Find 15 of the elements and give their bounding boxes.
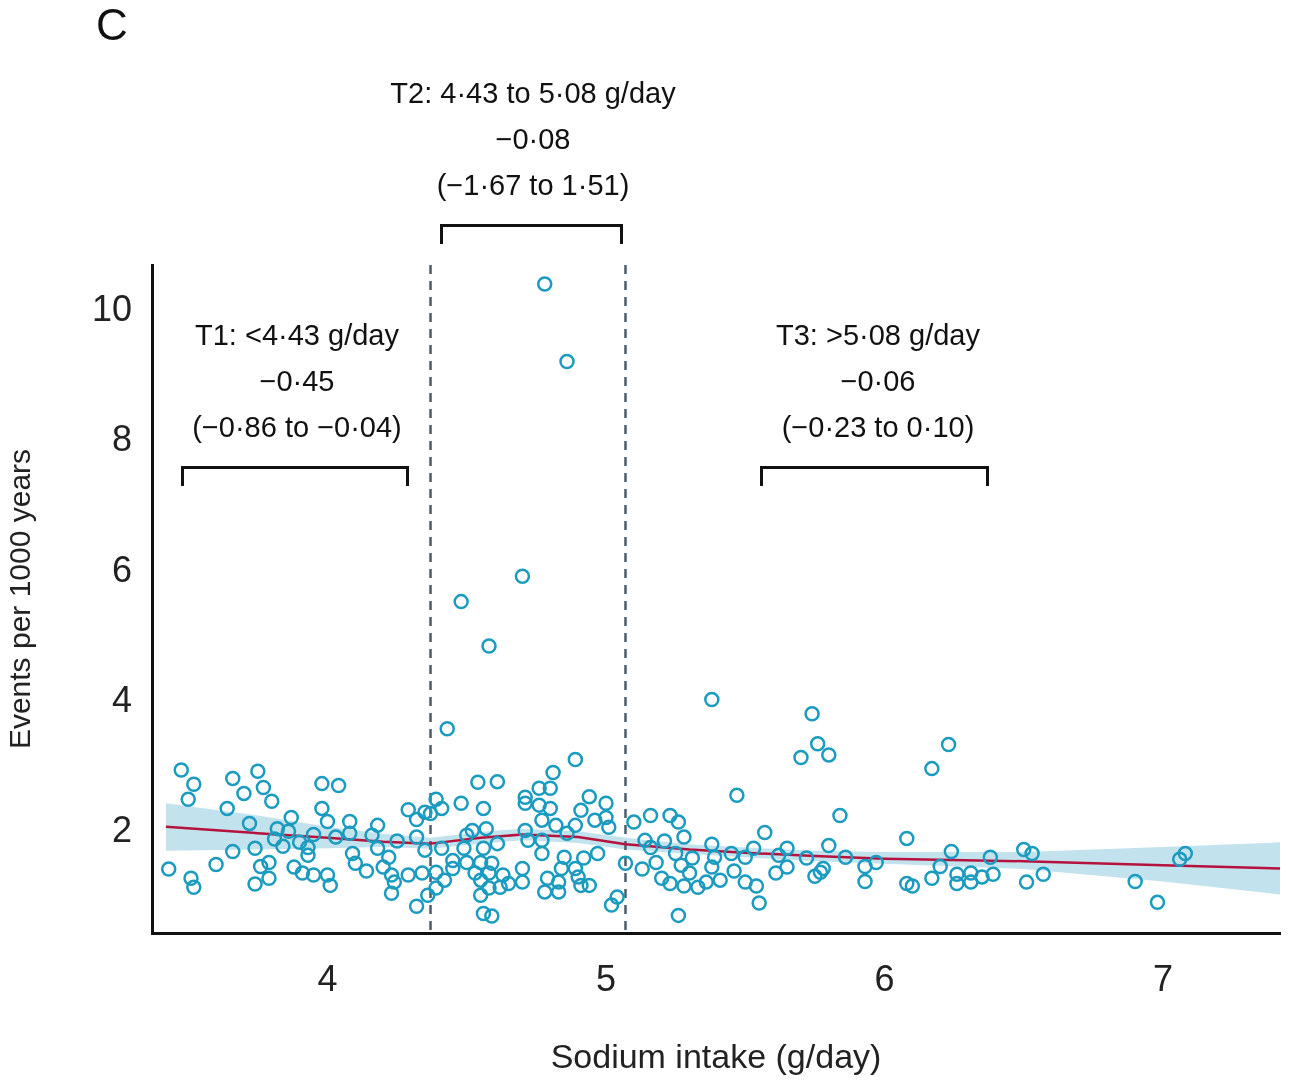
y-tick-label: 2 xyxy=(111,809,132,851)
text: T2: 4·43 to 5·08 g/day −0·08 (−1·67 to 1·51) xyxy=(389,76,677,203)
x-tick-label: 4 xyxy=(317,957,338,999)
x-tick-label: 5 xyxy=(595,957,616,999)
x-axis-title: Sodium intake (g/day) xyxy=(550,1036,882,1075)
y-tick-label: 10 xyxy=(91,287,132,329)
x-tick-label: 6 xyxy=(874,957,895,999)
y-tick-label: 8 xyxy=(111,418,132,460)
annotation: T1: <4·43 g/day −0·45 (−0·86 to −0·04) xyxy=(192,319,402,443)
x-tick-label: 7 xyxy=(1153,957,1174,999)
y-tick-label: 4 xyxy=(111,678,132,720)
chart-title: C xyxy=(96,0,128,50)
annotation: T3: >5·08 g/day −0·06 (−0·23 to 0·10) xyxy=(775,318,981,445)
y-tick-label: 6 xyxy=(111,548,132,590)
y-axis-title: Events per 1000 years xyxy=(3,448,37,750)
